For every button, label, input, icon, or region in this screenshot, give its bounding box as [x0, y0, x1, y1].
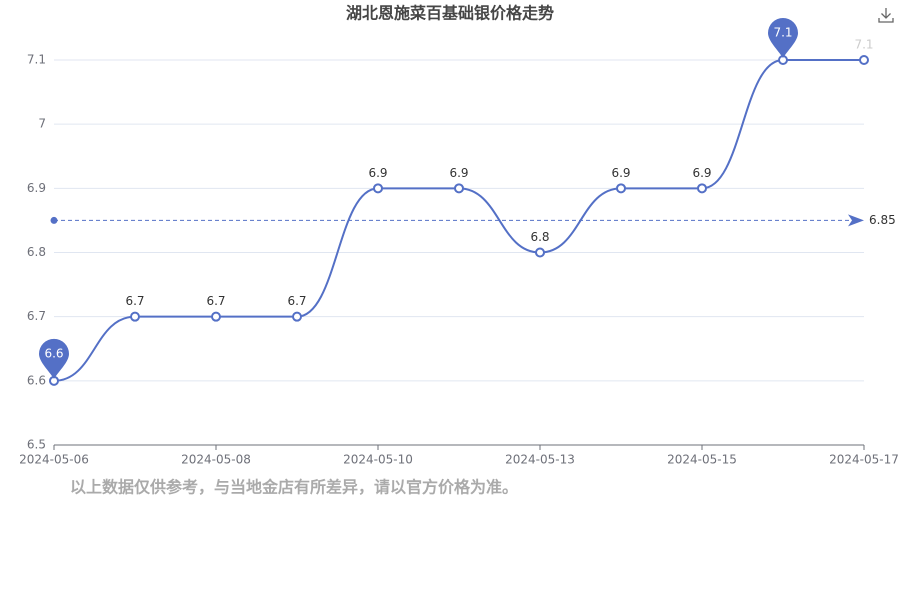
data-label: 6.9 — [611, 166, 630, 180]
y-tick-label: 6.6 — [27, 373, 46, 387]
data-point — [454, 183, 464, 194]
footnote: 以上数据仅供参考，与当地金店有所差异，请以官方价格为准。 — [70, 478, 518, 497]
marker-pin — [768, 18, 798, 58]
data-label: 6.7 — [287, 294, 306, 308]
data-label: 6.7 — [125, 294, 144, 308]
data-label: 6.9 — [368, 166, 387, 180]
y-tick-label: 7 — [38, 117, 46, 131]
price-line — [53, 58, 864, 382]
data-point — [130, 311, 140, 322]
data-point — [697, 183, 707, 194]
y-tick-label: 6.5 — [27, 438, 46, 452]
x-tick-label: 2024-05-08 — [181, 453, 251, 467]
data-point — [616, 183, 626, 194]
y-tick-label: 6.9 — [27, 181, 46, 195]
download-button[interactable] — [878, 8, 894, 23]
data-point — [373, 183, 383, 194]
x-tick-label: 2024-05-10 — [343, 453, 413, 467]
data-point — [292, 311, 302, 322]
data-point — [211, 311, 221, 322]
x-tick-label: 2024-05-17 — [829, 453, 899, 467]
data-label: 7.1 — [854, 38, 873, 52]
average-label: 6.85 — [869, 213, 896, 227]
y-tick-label: 6.8 — [27, 245, 46, 259]
average-arrow — [848, 214, 864, 227]
marker-pin — [39, 338, 69, 379]
y-tick-label: 7.1 — [27, 53, 46, 67]
marker-label: 7.1 — [773, 26, 792, 40]
marker-label: 6.6 — [44, 346, 63, 360]
data-label: 6.9 — [449, 166, 468, 180]
x-tick-label: 2024-05-06 — [19, 453, 89, 467]
data-label: 6.8 — [530, 230, 549, 244]
x-tick-label: 2024-05-15 — [667, 453, 737, 467]
x-tick-label: 2024-05-13 — [505, 453, 575, 467]
chart-title: 湖北恩施菜百基础银价格走势 — [346, 4, 554, 23]
download-icon — [878, 8, 894, 23]
data-point — [535, 247, 545, 258]
data-label: 6.7 — [206, 294, 225, 308]
average-start — [50, 216, 58, 224]
data-point — [859, 55, 869, 65]
y-tick-label: 6.7 — [27, 309, 46, 323]
data-label: 6.9 — [692, 166, 711, 180]
